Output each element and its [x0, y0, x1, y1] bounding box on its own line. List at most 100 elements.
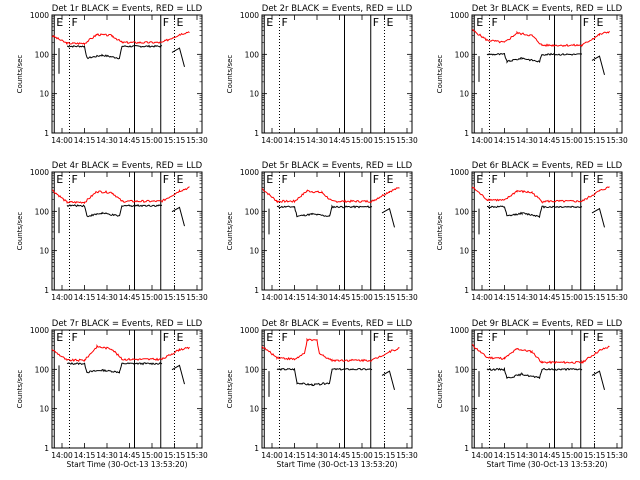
marker-label: F — [72, 331, 78, 344]
x-tick-label: 15:30 — [186, 293, 208, 302]
x-tick-label: 15:30 — [396, 136, 418, 145]
x-tick-label: 14:00 — [471, 451, 493, 460]
y-tick-label: 1000 — [240, 168, 259, 177]
lld-series — [51, 344, 190, 362]
marker-label: E — [597, 331, 604, 344]
plot-frame — [51, 329, 203, 449]
events-tail — [171, 47, 185, 67]
y-tick-label: 100 — [35, 50, 50, 59]
marker-label: E — [476, 173, 483, 186]
x-tick-label: 14:45 — [329, 451, 351, 460]
y-tick-label: 100 — [455, 207, 470, 216]
events-series — [66, 362, 163, 374]
plot-frame — [471, 329, 623, 449]
events-tail — [171, 364, 185, 385]
marker-label: F — [583, 331, 589, 344]
x-tick-label: 15:30 — [396, 293, 418, 302]
x-tick-label: 15:15 — [374, 451, 396, 460]
x-tick-label: 14:00 — [261, 451, 283, 460]
x-tick-label: 14:00 — [261, 293, 283, 302]
y-tick-label: 10 — [39, 247, 49, 256]
y-tick-label: 100 — [245, 207, 260, 216]
marker-label: E — [266, 16, 273, 29]
marker-label: E — [56, 16, 63, 29]
x-tick-label: 14:15 — [284, 451, 306, 460]
marker-label: E — [597, 173, 604, 186]
x-tick-label: 14:00 — [471, 293, 493, 302]
marker-label: E — [387, 16, 394, 29]
y-tick-label: 1000 — [30, 326, 49, 335]
y-tick-label: 1 — [44, 444, 49, 453]
y-tick-label: 1000 — [240, 326, 259, 335]
x-tick-label: 15:15 — [164, 293, 186, 302]
marker-label: F — [373, 331, 379, 344]
x-tick-label: 14:15 — [284, 136, 306, 145]
y-axis-label: Counts/sec — [226, 55, 234, 94]
x-tick-label: 14:15 — [284, 293, 306, 302]
events-series — [276, 204, 373, 218]
x-tick-label: 14:30 — [516, 136, 538, 145]
panel-9: Det 9r BLACK = Events, RED = LLD 1 10 100 10… — [436, 319, 628, 469]
marker-label: F — [492, 16, 498, 29]
marker-label: F — [282, 16, 288, 29]
plot-frame — [261, 171, 413, 291]
marker-label: F — [492, 173, 498, 186]
panel-title: Det 6r BLACK = Events, RED = LLD — [472, 161, 623, 171]
y-axis-label: Counts/sec — [436, 212, 444, 251]
marker-label: E — [476, 331, 483, 344]
x-tick-label: 14:30 — [306, 293, 328, 302]
x-tick-label: 15:30 — [186, 451, 208, 460]
x-tick-label: 14:00 — [261, 136, 283, 145]
x-tick-label: 14:15 — [494, 451, 516, 460]
y-tick-label: 1000 — [450, 168, 469, 177]
panel-4: Det 4r BLACK = Events, RED = LLD 1 10 100 10… — [16, 161, 208, 302]
y-axis-label: Counts/sec — [226, 212, 234, 251]
marker-label: F — [72, 16, 78, 29]
x-tick-label: 15:00 — [141, 136, 163, 145]
x-tick-label: 14:15 — [74, 293, 96, 302]
x-tick-label: 14:00 — [51, 451, 73, 460]
x-tick-label: 14:15 — [494, 293, 516, 302]
panel-5: Det 5r BLACK = Events, RED = LLD 1 10 100 10… — [226, 161, 418, 302]
y-tick-label: 1000 — [30, 168, 49, 177]
x-tick-label: 14:45 — [329, 136, 351, 145]
panel-7: Det 7r BLACK = Events, RED = LLD 1 10 100 10… — [16, 319, 208, 469]
x-tick-label: 14:00 — [471, 136, 493, 145]
panel-title: Det 1r BLACK = Events, RED = LLD — [52, 4, 203, 14]
lld-series — [51, 186, 190, 204]
x-tick-label: 15:00 — [141, 451, 163, 460]
y-tick-label: 100 — [245, 50, 260, 59]
x-axis-label: Start Time (30-Oct-13 13:53:20) — [276, 460, 397, 469]
marker-label: F — [163, 16, 169, 29]
x-tick-label: 15:15 — [584, 293, 606, 302]
x-tick-label: 14:45 — [539, 136, 561, 145]
x-tick-label: 15:00 — [561, 136, 583, 145]
marker-label: F — [583, 16, 589, 29]
y-tick-label: 10 — [249, 405, 259, 414]
marker-label: E — [266, 173, 273, 186]
y-tick-label: 10 — [249, 247, 259, 256]
marker-label: E — [177, 16, 184, 29]
x-tick-label: 14:30 — [96, 136, 118, 145]
x-tick-label: 15:30 — [606, 136, 628, 145]
x-tick-label: 14:30 — [516, 451, 538, 460]
x-axis-label: Start Time (30-Oct-13 13:53:20) — [66, 460, 187, 469]
marker-label: E — [476, 16, 483, 29]
marker-label: F — [72, 173, 78, 186]
x-tick-label: 14:30 — [96, 451, 118, 460]
x-tick-label: 14:45 — [539, 293, 561, 302]
panel-title: Det 9r BLACK = Events, RED = LLD — [472, 319, 623, 329]
marker-label: F — [373, 173, 379, 186]
x-tick-label: 15:15 — [164, 451, 186, 460]
marker-label: E — [387, 173, 394, 186]
y-axis-label: Counts/sec — [16, 370, 24, 409]
y-axis-label: Counts/sec — [436, 370, 444, 409]
events-series — [66, 204, 163, 218]
y-tick-label: 100 — [455, 50, 470, 59]
x-tick-label: 15:00 — [351, 451, 373, 460]
y-tick-label: 10 — [39, 90, 49, 99]
events-series — [276, 367, 373, 387]
y-tick-label: 100 — [35, 365, 50, 374]
panel-title: Det 2r BLACK = Events, RED = LLD — [262, 4, 413, 14]
